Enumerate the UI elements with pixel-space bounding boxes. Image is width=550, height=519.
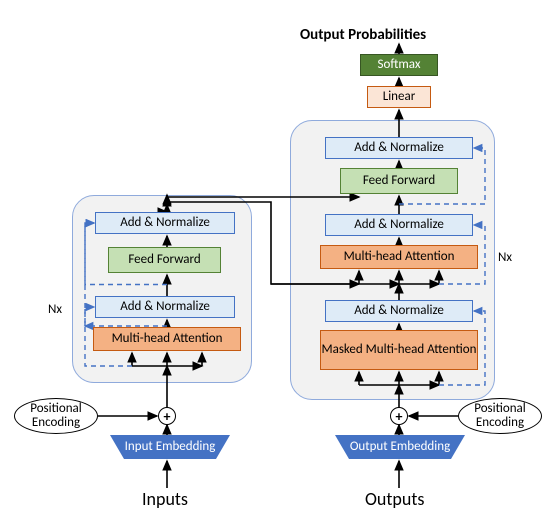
decoder-masked-attention: Masked Multi-head Attention	[320, 330, 478, 370]
output-probabilities-title: Output Probabilities	[300, 26, 426, 44]
label: Add & Normalize	[120, 216, 210, 230]
softmax-box: Softmax	[360, 54, 438, 76]
decoder-addnorm-1: Add & Normalize	[325, 300, 473, 322]
nx-label-right: Nx	[498, 250, 512, 265]
label: PositionalEncoding	[474, 402, 526, 429]
label: Add & Normalize	[354, 141, 444, 155]
outputs-label: Outputs	[365, 488, 424, 510]
label: Multi-head Attention	[344, 250, 455, 264]
label: Multi-head Attention	[112, 332, 223, 346]
label: Output Embedding	[335, 439, 465, 454]
encoder-multihead-attention: Multi-head Attention	[93, 327, 241, 351]
add-node-left: +	[158, 407, 176, 425]
input-embedding: Input Embedding	[110, 435, 230, 459]
positional-encoding-left: PositionalEncoding	[14, 398, 98, 434]
decoder-cross-attention: Multi-head Attention	[320, 245, 478, 269]
output-embedding: Output Embedding	[335, 435, 465, 459]
label: Add & Normalize	[120, 300, 210, 314]
inputs-label: Inputs	[142, 488, 188, 510]
label: Feed Forward	[128, 253, 200, 267]
transformer-diagram: { "title": "Output Probabilities", "nx_l…	[0, 0, 550, 519]
label: Softmax	[378, 58, 421, 72]
label: Add & Normalize	[354, 218, 444, 232]
encoder-addnorm-2: Add & Normalize	[95, 212, 235, 234]
decoder-addnorm-2: Add & Normalize	[325, 214, 473, 236]
label: Feed Forward	[363, 174, 435, 188]
label: Masked Multi-head Attention	[321, 343, 476, 357]
encoder-addnorm-1: Add & Normalize	[95, 296, 235, 318]
decoder-feedforward: Feed Forward	[340, 168, 458, 194]
linear-box: Linear	[367, 86, 431, 108]
label: PositionalEncoding	[30, 402, 82, 429]
add-node-right: +	[390, 407, 408, 425]
encoder-feedforward: Feed Forward	[108, 247, 221, 273]
decoder-addnorm-3: Add & Normalize	[325, 137, 473, 159]
nx-label-left: Nx	[48, 302, 62, 317]
positional-encoding-right: PositionalEncoding	[458, 398, 542, 434]
label: Linear	[383, 90, 416, 104]
label: Input Embedding	[110, 439, 230, 454]
label: Add & Normalize	[354, 304, 444, 318]
